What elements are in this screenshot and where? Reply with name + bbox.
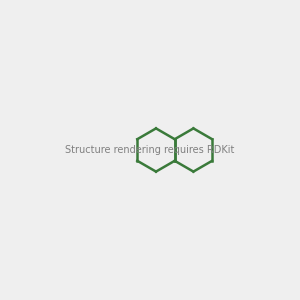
Text: Structure rendering requires RDKit: Structure rendering requires RDKit bbox=[65, 145, 235, 155]
